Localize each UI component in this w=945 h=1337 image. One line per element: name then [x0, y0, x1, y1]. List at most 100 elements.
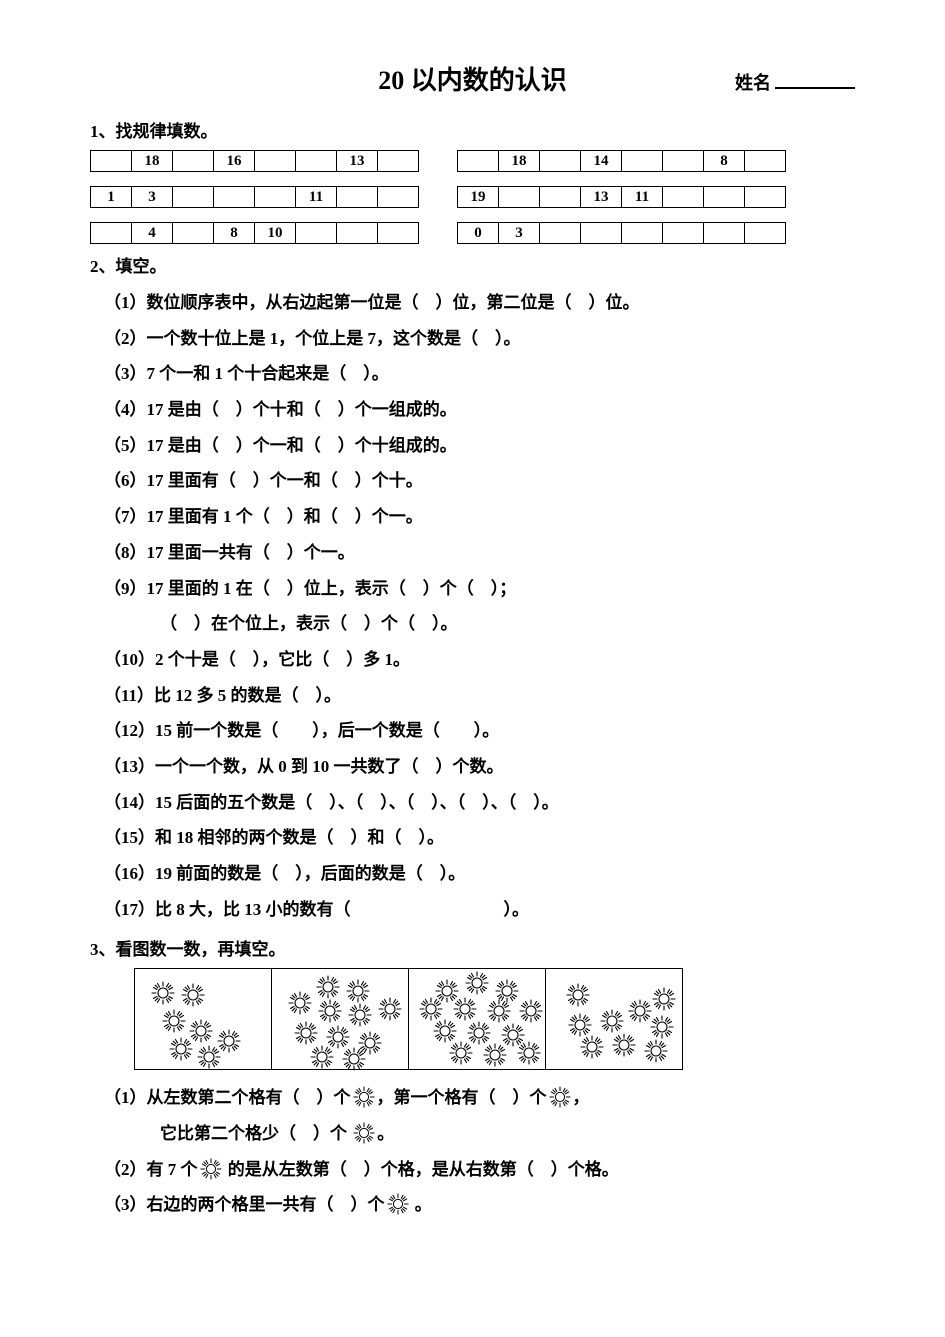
pattern-cell[interactable]: [173, 151, 214, 172]
pattern-cell[interactable]: [255, 151, 296, 172]
pattern-cell[interactable]: [540, 151, 581, 172]
sun-icon: [169, 1037, 193, 1061]
sun-icon: [566, 983, 590, 1007]
sun-icon: [483, 1043, 507, 1067]
fill-blank-question: （16）19 前面的数是（ ），后面的数是（ ）。: [104, 856, 855, 892]
pattern-cell[interactable]: [458, 151, 499, 172]
pattern-cell[interactable]: [622, 151, 663, 172]
sun-icon: [318, 999, 342, 1023]
s3-q1d-post: 。: [377, 1124, 394, 1143]
pattern-cell: 13: [581, 187, 622, 208]
s3-q2a: （2）有 7 个: [104, 1160, 198, 1179]
pattern-cell: 10: [255, 223, 296, 244]
pattern-cell[interactable]: [499, 187, 540, 208]
pattern-cell: 8: [214, 223, 255, 244]
pattern-cell[interactable]: [214, 187, 255, 208]
sun-icon: [378, 997, 402, 1021]
sun-icon: [433, 1019, 457, 1043]
pattern-cell[interactable]: [91, 151, 132, 172]
pattern-table: 18148: [457, 150, 786, 172]
sun-icon: [644, 1039, 668, 1063]
sun-icon: [387, 1193, 409, 1215]
sun-icon: [652, 987, 676, 1011]
pattern-cell: 0: [458, 223, 499, 244]
header: 20 以内数的认识 姓名: [90, 60, 855, 97]
sun-icon: [453, 997, 477, 1021]
pattern-cell[interactable]: [296, 223, 337, 244]
sun-icon: [294, 1021, 318, 1045]
pattern-cell[interactable]: [622, 223, 663, 244]
pattern-cell[interactable]: [255, 187, 296, 208]
pattern-cell[interactable]: [581, 223, 622, 244]
pattern-cell[interactable]: [296, 151, 337, 172]
section-1-label: 1、找规律填数。: [90, 117, 855, 142]
s3-q1a: （1）从左数第二个格有（ ）个: [104, 1088, 351, 1107]
sun-icon: [612, 1033, 636, 1057]
fill-blank-question: （15）和 18 相邻的两个数是（ ）和（ ）。: [104, 820, 855, 856]
fill-blank-question: （8）17 里面一共有（ ）个一。: [104, 535, 855, 571]
pattern-cell[interactable]: [745, 151, 786, 172]
sun-icon: [517, 1041, 541, 1065]
pattern-cell: 18: [499, 151, 540, 172]
sun-cell: [135, 969, 272, 1070]
sun-icon: [197, 1045, 221, 1069]
sun-icon: [519, 999, 543, 1023]
sun-grid: [134, 968, 683, 1070]
name-field: 姓名: [735, 69, 855, 95]
fill-blank-question: （5）17 是由（ ）个一和（ ）个十组成的。: [104, 428, 855, 464]
sun-icon: [628, 999, 652, 1023]
pattern-cell[interactable]: [663, 151, 704, 172]
fill-blank-question: （11）比 12 多 5 的数是（ ）。: [104, 678, 855, 714]
pattern-cell: 3: [132, 187, 173, 208]
fill-blank-question: （1）数位顺序表中，从右边起第一位是（ ）位，第二位是（ ）位。: [104, 285, 855, 321]
fill-blank-question: （6）17 里面有（ ）个一和（ ）个十。: [104, 463, 855, 499]
pattern-cell[interactable]: [745, 187, 786, 208]
s3-q2: （2）有 7 个 的是从左数第（ ）个格，是从右数第（ ）个格。: [104, 1152, 855, 1188]
sun-icon: [449, 1041, 473, 1065]
sun-icon: [568, 1013, 592, 1037]
pattern-cell[interactable]: [540, 187, 581, 208]
pattern-cell[interactable]: [91, 223, 132, 244]
pattern-cell[interactable]: [173, 223, 214, 244]
pattern-table: 4 810: [90, 222, 419, 244]
pattern-cell[interactable]: [704, 187, 745, 208]
sun-icon: [419, 997, 443, 1021]
fill-blank-question: （2）一个数十位上是 1，个位上是 7，这个数是（ ）。: [104, 321, 855, 357]
sun-icon: [346, 979, 370, 1003]
s3-q1-line1: （1）从左数第二个格有（ ）个，第一个格有（ ）个，: [104, 1080, 855, 1116]
name-input-line[interactable]: [775, 87, 855, 89]
sun-cell: [272, 969, 409, 1070]
pattern-cell[interactable]: [173, 187, 214, 208]
sun-cell: [546, 969, 683, 1070]
s3-q1-line2: 它比第二个格少（ ）个 。: [160, 1116, 855, 1152]
pattern-cell[interactable]: [337, 187, 378, 208]
sun-icon: [200, 1158, 222, 1180]
sun-icon: [342, 1047, 366, 1071]
pattern-cell[interactable]: [378, 223, 419, 244]
s3-q1d-pre: 它比第二个格少（ ）个: [160, 1124, 351, 1143]
pattern-cell[interactable]: [540, 223, 581, 244]
pattern-cell[interactable]: [378, 187, 419, 208]
section-2-questions: （1）数位顺序表中，从右边起第一位是（ ）位，第二位是（ ）位。（2）一个数十位…: [90, 285, 855, 927]
pattern-cell[interactable]: [704, 223, 745, 244]
s3-q3a: （3）右边的两个格里一共有（ ）个: [104, 1195, 385, 1214]
sun-icon: [353, 1086, 375, 1108]
section-3-label: 3、看图数一数，再填空。: [90, 935, 855, 960]
tables-right-column: 1814819131103: [457, 150, 786, 244]
pattern-cell[interactable]: [337, 223, 378, 244]
tables-left-column: 18161313114810: [90, 150, 419, 244]
pattern-cell[interactable]: [663, 223, 704, 244]
fill-blank-question: （10）2 个十是（ ），它比（ ）多 1。: [104, 642, 855, 678]
pattern-cell[interactable]: [663, 187, 704, 208]
sun-icon: [465, 971, 489, 995]
pattern-cell[interactable]: [378, 151, 419, 172]
sun-icon: [487, 999, 511, 1023]
fill-blank-question: （ ）在个位上，表示（ ）个（ ）。: [160, 606, 855, 642]
pattern-cell: 4: [132, 223, 173, 244]
pattern-cell: 8: [704, 151, 745, 172]
pattern-cell[interactable]: [745, 223, 786, 244]
pattern-table: 1311: [90, 186, 419, 208]
s3-q2b: 的是从左数第（ ）个格，是从右数第（ ）个格。: [224, 1160, 619, 1179]
s3-q3: （3）右边的两个格里一共有（ ）个 。: [104, 1187, 855, 1223]
sun-icon: [288, 991, 312, 1015]
